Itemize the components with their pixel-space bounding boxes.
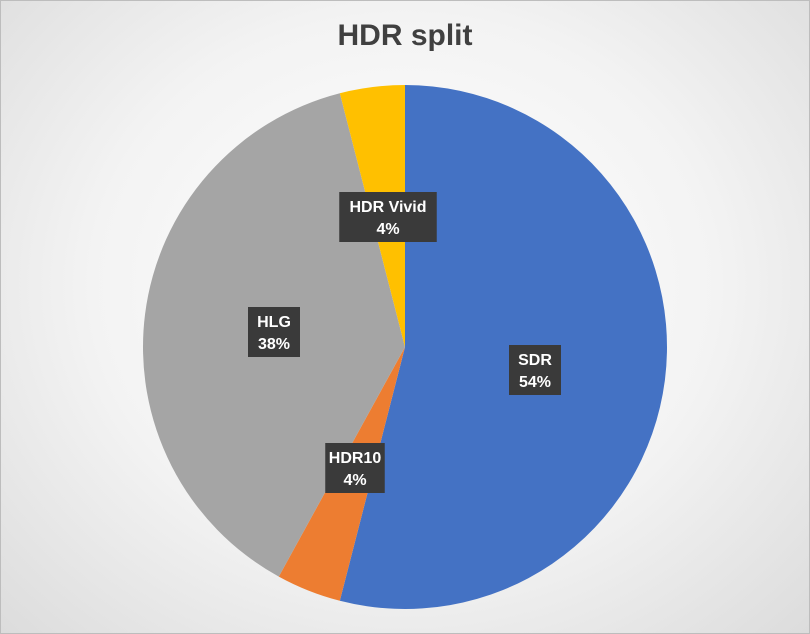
data-label-value: 4% bbox=[376, 221, 399, 238]
data-label-box bbox=[248, 307, 300, 357]
data-label-value: 4% bbox=[343, 472, 366, 489]
data-label-name: HDR Vivid bbox=[349, 199, 426, 216]
data-label-value: 38% bbox=[258, 336, 290, 353]
data-label-name: SDR bbox=[518, 352, 552, 369]
data-label-hlg: HLG 38% bbox=[248, 307, 300, 357]
data-label-hdr-vivid: HDR Vivid 4% bbox=[339, 192, 437, 242]
chart-title: HDR split bbox=[337, 19, 473, 52]
data-label-value: 54% bbox=[519, 374, 551, 391]
data-label-box bbox=[339, 192, 437, 242]
data-label-hdr10: HDR10 4% bbox=[325, 443, 385, 493]
data-label-box bbox=[509, 345, 561, 395]
data-label-name: HDR10 bbox=[329, 450, 382, 467]
data-label-name: HLG bbox=[257, 314, 291, 331]
data-label-box bbox=[325, 443, 385, 493]
data-label-sdr: SDR 54% bbox=[509, 345, 561, 395]
